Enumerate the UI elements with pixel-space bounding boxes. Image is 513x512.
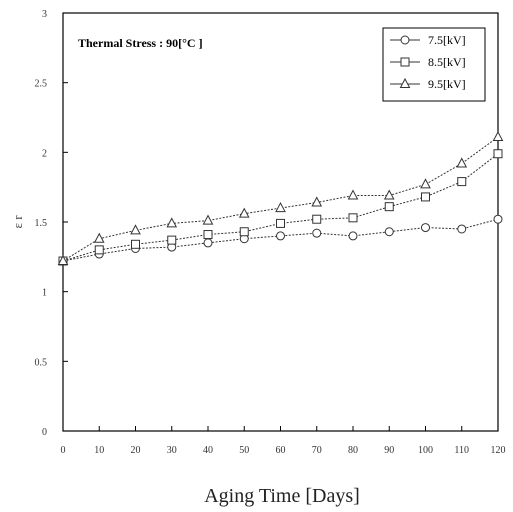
- data-point: [456, 157, 468, 168]
- y-tick-label: 3: [42, 9, 47, 20]
- x-tick-label: 100: [418, 445, 433, 456]
- chart-annotation: Thermal Stress : 90[°C ]: [78, 36, 203, 50]
- data-point: [93, 232, 105, 243]
- data-point: [130, 224, 141, 235]
- data-point: [166, 217, 178, 228]
- y-tick-label: 1.5: [35, 218, 48, 229]
- legend-label: 9.5[kV]: [428, 77, 466, 91]
- legend-entry: 7.5[kV]: [390, 33, 466, 47]
- legend-entry: 8.5[kV]: [390, 55, 466, 69]
- x-tick-label: 120: [491, 445, 506, 456]
- data-point: [493, 149, 503, 159]
- x-tick-label: 0: [61, 445, 66, 456]
- x-tick-label: 50: [239, 445, 249, 456]
- x-tick-label: 80: [348, 445, 358, 456]
- series-line: [62, 136, 499, 262]
- legend-entry: 9.5[kV]: [390, 77, 466, 91]
- data-point: [348, 231, 358, 241]
- data-point: [311, 196, 323, 207]
- legend-label: 7.5[kV]: [428, 33, 466, 47]
- data-point: [275, 201, 286, 213]
- data-point: [238, 207, 250, 218]
- x-tick-label: 30: [167, 445, 177, 456]
- x-tick-label: 90: [384, 445, 394, 456]
- x-axis-label: Aging Time [Days]: [204, 485, 360, 507]
- y-tick-label: 2.5: [35, 79, 48, 90]
- data-point: [457, 177, 467, 187]
- data-point: [457, 224, 467, 234]
- data-point: [383, 189, 395, 200]
- data-point: [492, 130, 504, 142]
- data-point: [348, 213, 358, 223]
- data-point: [203, 238, 213, 248]
- data-point: [203, 230, 213, 240]
- legend: 7.5[kV] 8.5[kV] 9.5[kV]: [382, 27, 486, 102]
- data-point: [276, 218, 285, 228]
- y-tick-label: 2: [42, 148, 47, 159]
- data-point: [421, 223, 430, 233]
- x-tick-label: 60: [276, 445, 286, 456]
- legend-label: 8.5[kV]: [428, 55, 466, 69]
- series-group: [57, 130, 504, 266]
- data-point: [131, 239, 140, 249]
- data-point: [347, 189, 359, 200]
- x-tick-label: 20: [131, 445, 141, 456]
- x-tick-label: 10: [94, 445, 104, 456]
- data-point: [312, 228, 322, 238]
- data-point: [167, 235, 177, 245]
- data-point: [94, 245, 104, 255]
- legend-marker: [400, 35, 410, 45]
- data-point: [420, 178, 431, 189]
- x-tick-label: 70: [312, 445, 322, 456]
- legend-marker: [399, 77, 411, 88]
- y-axis-label: ε r: [10, 215, 25, 229]
- data-point: [493, 214, 503, 224]
- legend-marker: [400, 57, 410, 67]
- x-axis: 0 10 20 30 40 50 60 70 80 90 100 110 120: [61, 426, 506, 456]
- x-tick-label: 40: [203, 445, 213, 456]
- series-square: [58, 149, 503, 266]
- y-tick-label: 1: [42, 288, 47, 299]
- y-tick-label: 0: [42, 427, 47, 438]
- data-point: [384, 227, 394, 237]
- data-point: [421, 192, 430, 202]
- data-point: [239, 227, 249, 237]
- series-triangle: [57, 130, 504, 266]
- data-point: [57, 254, 69, 266]
- y-axis: 0 0.5 1 1.5 2 2.5 3: [35, 9, 68, 438]
- y-tick-label: 0.5: [35, 357, 48, 368]
- data-point: [384, 202, 394, 212]
- data-point: [202, 214, 214, 225]
- data-point: [276, 231, 285, 241]
- data-point: [312, 214, 322, 224]
- x-tick-label: 110: [454, 445, 469, 456]
